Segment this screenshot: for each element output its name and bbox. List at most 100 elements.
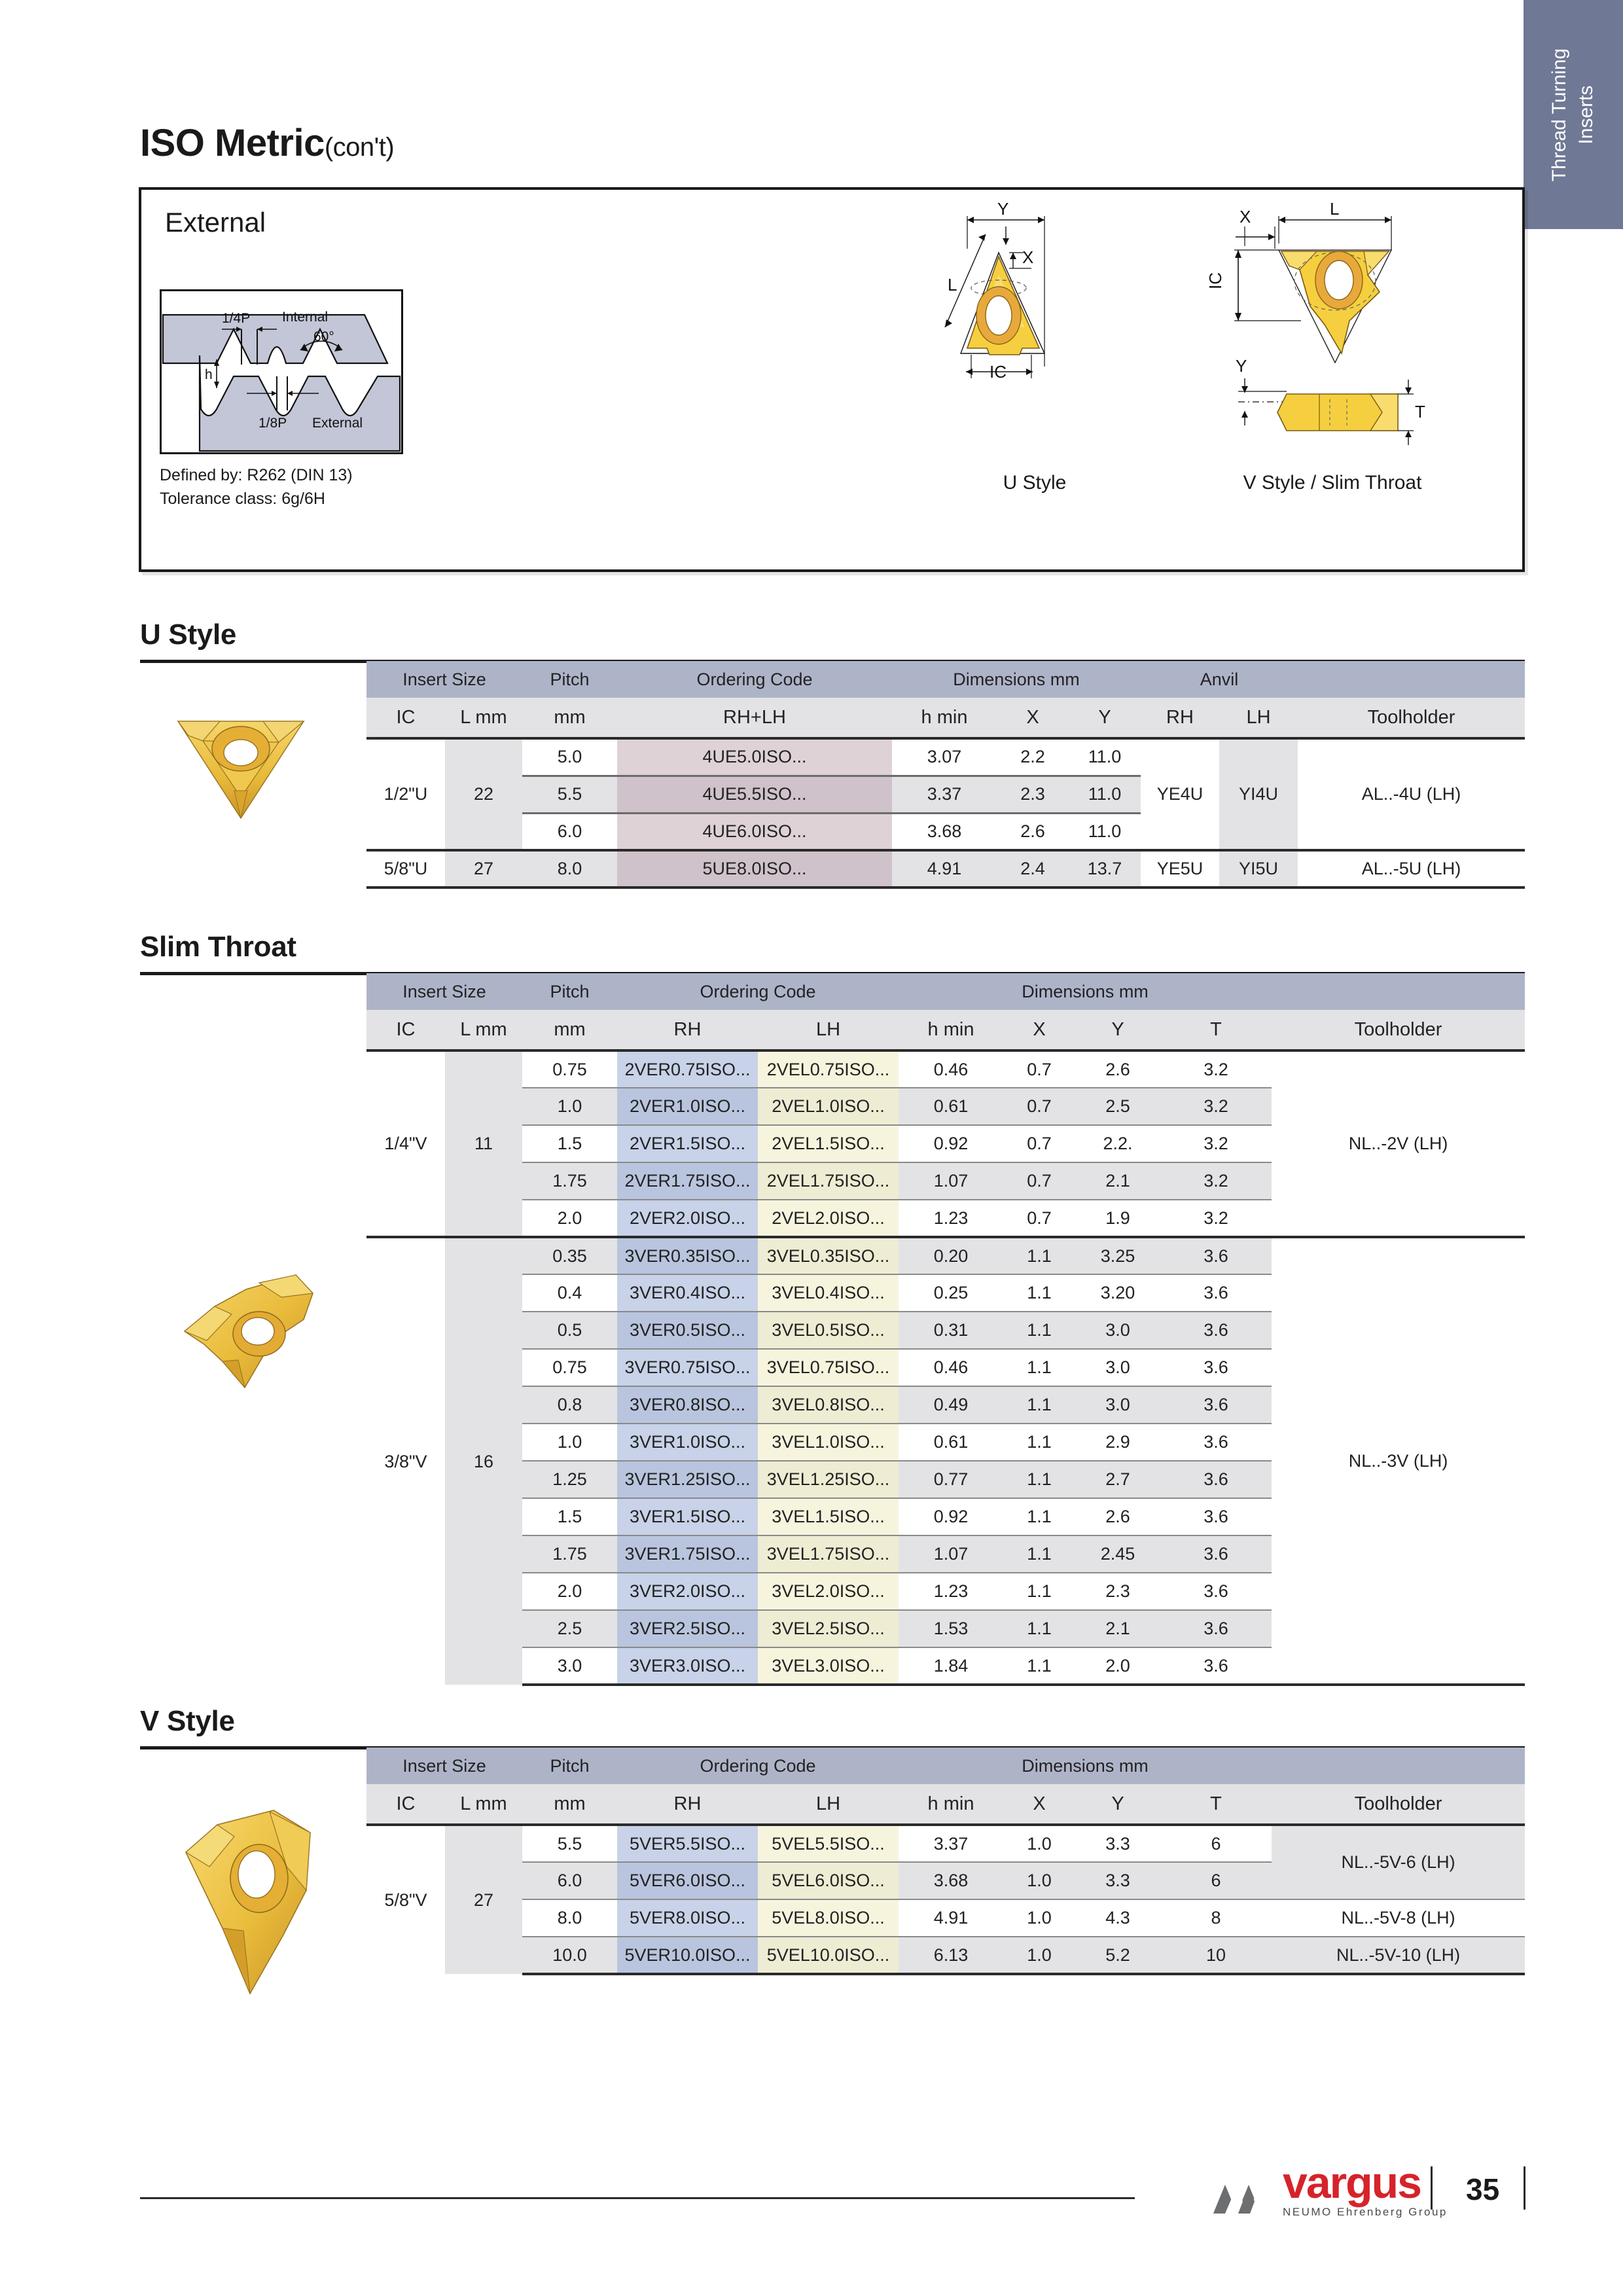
- cell-x: 1.1: [1003, 1423, 1076, 1461]
- thread-profile-drawing: 1/4P Internal 60° h 1/8P External: [160, 289, 403, 454]
- cell-ic: 1/2"U: [366, 737, 445, 850]
- cell-x: 1.1: [1003, 1609, 1076, 1647]
- col-pitch-mm: mm: [522, 698, 617, 738]
- cell-pitch: 0.5: [522, 1311, 617, 1349]
- cell-pitch: 1.25: [522, 1460, 617, 1498]
- cell-pitch: 5.5: [522, 774, 617, 813]
- cell-rh-code: 3VER0.4ISO...: [617, 1274, 758, 1312]
- cell-lh-code: 3VEL0.5ISO...: [758, 1311, 899, 1349]
- table-v-column-header-row: IC L mm mm RH LH h min X Y T Toolholder: [366, 1784, 1525, 1825]
- cell-rh-code: 2VER0.75ISO...: [617, 1049, 758, 1088]
- table-row: 10.0 5VER10.0ISO... 5VEL10.0ISO... 6.13 1.0 5…: [366, 1936, 1525, 1975]
- cell-y: 13.7: [1069, 849, 1141, 889]
- page-number: 35: [1466, 2172, 1500, 2206]
- group-header-insert-size: Insert Size: [366, 661, 522, 698]
- table-row: 1.75 3VER1.75ISO... 3VEL1.75ISO... 1.07 1.1 2…: [366, 1535, 1525, 1573]
- cell-y: 3.3: [1075, 1823, 1161, 1862]
- slim-throat-insert-photo: [175, 1263, 326, 1404]
- svg-text:IC: IC: [990, 362, 1007, 382]
- col-lh: LH: [758, 1784, 899, 1825]
- cell-x: 1.1: [1003, 1274, 1076, 1312]
- cell-pitch: 1.75: [522, 1162, 617, 1200]
- cell-anvil-lh: YI5U: [1219, 849, 1298, 889]
- cell-y: 5.2: [1075, 1936, 1161, 1975]
- cell-hmin: 4.91: [899, 1899, 1004, 1937]
- cell-anvil-rh: YE4U: [1141, 737, 1219, 850]
- side-tab-line2: Inserts: [1575, 84, 1597, 145]
- cell-anvil-rh: YE5U: [1141, 849, 1219, 889]
- side-tab-line1: Thread Turning: [1548, 48, 1571, 181]
- cell-lh-code: 3VEL0.35ISO...: [758, 1236, 899, 1274]
- cell-y: 2.3: [1075, 1572, 1161, 1610]
- cell-y: 3.0: [1075, 1348, 1161, 1386]
- cell-pitch: 2.0: [522, 1572, 617, 1610]
- cell-x: 1.1: [1003, 1647, 1076, 1686]
- cell-ic: 5/8"V: [366, 1823, 445, 1974]
- cell-toolholder: NL..-2V (LH): [1272, 1049, 1525, 1237]
- cell-pitch: 2.5: [522, 1609, 617, 1647]
- cell-pitch: 2.0: [522, 1199, 617, 1237]
- cell-t: 10: [1160, 1936, 1272, 1975]
- cell-hmin: 0.46: [899, 1348, 1004, 1386]
- cell-pitch: 0.8: [522, 1386, 617, 1424]
- col-pitch-mm: mm: [522, 1784, 617, 1825]
- cell-lh-code: 5VEL8.0ISO...: [758, 1899, 899, 1937]
- svg-text:X: X: [1240, 207, 1251, 226]
- group-header-anvil: Anvil: [1141, 661, 1298, 698]
- cell-t: 3.2: [1160, 1199, 1272, 1237]
- cell-hmin: 0.61: [899, 1423, 1004, 1461]
- col-ic: IC: [366, 1784, 445, 1825]
- cell-t: 3.2: [1160, 1087, 1272, 1125]
- group-header-insert-size: Insert Size: [366, 973, 522, 1010]
- cell-toolholder: NL..-5V-10 (LH): [1272, 1936, 1525, 1975]
- cell-hmin: 1.23: [899, 1199, 1004, 1237]
- cell-lh-code: 3VEL3.0ISO...: [758, 1647, 899, 1686]
- cell-lh-code: 5VEL6.0ISO...: [758, 1861, 899, 1899]
- group-header-dimensions: Dimensions mm: [892, 661, 1141, 698]
- tolerance-class-text: Tolerance class: 6g/6H: [160, 490, 325, 509]
- cell-y: 11.0: [1069, 737, 1141, 776]
- cell-y: 3.25: [1075, 1236, 1161, 1274]
- vargus-mountain-icon: [1213, 2183, 1274, 2215]
- table-v-group-header-row: Insert Size Pitch Ordering Code Dimensio…: [366, 1748, 1525, 1784]
- v-style-insert-svg: L X IC: [1205, 199, 1425, 445]
- table-row: 5/8"V 27 5.5 5VER5.5ISO... 5VEL5.5ISO... 3.37…: [366, 1823, 1525, 1974]
- cell-t: 6: [1160, 1823, 1272, 1862]
- cell-y: 4.3: [1075, 1899, 1161, 1937]
- v-style-insert-photo: [171, 1806, 335, 2006]
- svg-text:IC: IC: [1205, 272, 1225, 289]
- cell-rh-code: 5VER8.0ISO...: [617, 1899, 758, 1937]
- cell-t: 3.6: [1160, 1609, 1272, 1647]
- page-title: ISO Metric(con't): [140, 121, 395, 165]
- cell-rh-code: 3VER0.35ISO...: [617, 1236, 758, 1274]
- cell-pitch: 1.5: [522, 1124, 617, 1162]
- cell-pitch: 0.35: [522, 1236, 617, 1274]
- cell-rh-code: 5VER6.0ISO...: [617, 1861, 758, 1899]
- cell-lh-code: 5VEL5.5ISO...: [758, 1823, 899, 1862]
- group-header-dimensions: Dimensions mm: [899, 973, 1272, 1010]
- cell-pitch: 0.75: [522, 1348, 617, 1386]
- col-h-min: h min: [892, 698, 997, 738]
- cell-lh-code: 2VEL1.5ISO...: [758, 1124, 899, 1162]
- cell-pitch: 0.4: [522, 1274, 617, 1312]
- group-header-blank: [1272, 1748, 1525, 1784]
- cell-ic: 5/8"U: [366, 849, 445, 889]
- vargus-logo: vargus NEUMO Ehrenberg Group: [1212, 2161, 1448, 2219]
- table-row: 1.0 3VER1.0ISO... 3VEL1.0ISO... 0.61 1.1 2.9 3…: [366, 1423, 1525, 1461]
- cell-l: 22: [445, 737, 522, 850]
- group-header-blank: [1272, 973, 1525, 1010]
- col-toolholder: Toolholder: [1272, 1784, 1525, 1825]
- cell-y: 2.5: [1075, 1087, 1161, 1125]
- section-heading-v-style: V Style: [140, 1705, 235, 1737]
- table-row: 0.5 3VER0.5ISO... 3VEL0.5ISO... 0.31 1.1 3.0 3…: [366, 1311, 1525, 1349]
- cell-rh-code: 2VER1.5ISO...: [617, 1124, 758, 1162]
- col-x: X: [997, 698, 1069, 738]
- col-pitch-mm: mm: [522, 1010, 617, 1050]
- cell-x: 0.7: [1003, 1124, 1076, 1162]
- group-header-pitch: Pitch: [522, 973, 617, 1010]
- cell-hmin: 3.68: [899, 1861, 1004, 1899]
- svg-text:X: X: [1022, 247, 1033, 267]
- table-row: 8.0 5VER8.0ISO... 5VEL8.0ISO... 4.91 1.0 4.3 8…: [366, 1899, 1525, 1937]
- cell-x: 2.6: [997, 812, 1069, 850]
